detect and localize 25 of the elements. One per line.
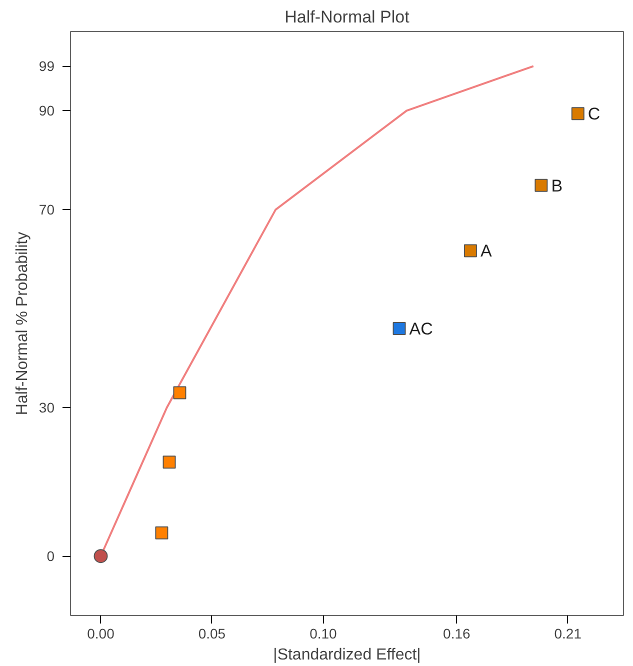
- y-axis-title: Half-Normal % Probability: [14, 232, 31, 416]
- annotation: C: [588, 104, 600, 124]
- y-tick-label: 70: [38, 202, 55, 218]
- chart-title: Half-Normal Plot: [284, 8, 410, 26]
- point: [94, 549, 108, 564]
- annotation: A: [480, 242, 492, 261]
- y-tick-label: 0: [46, 548, 55, 564]
- annotation: B: [551, 176, 563, 196]
- x-tick-label: 0.21: [554, 626, 582, 642]
- x-tick-label: 0.05: [198, 626, 226, 642]
- x-tick-label: 0.00: [87, 626, 115, 642]
- point: [173, 386, 186, 400]
- annotation: AC: [409, 319, 433, 338]
- x-tick-label: 0.10: [310, 626, 338, 642]
- point: [571, 107, 584, 120]
- x-tick-label: 0.16: [443, 626, 471, 642]
- point: [392, 322, 406, 335]
- point: [534, 178, 548, 192]
- point: [464, 244, 477, 258]
- y-tick-label: 30: [38, 400, 55, 416]
- point: [162, 456, 176, 469]
- x-axis-title: |Standardized Effect|: [273, 646, 421, 664]
- y-tick-label: 90: [38, 102, 55, 119]
- point: [155, 526, 168, 540]
- y-tick-label: 99: [38, 58, 55, 74]
